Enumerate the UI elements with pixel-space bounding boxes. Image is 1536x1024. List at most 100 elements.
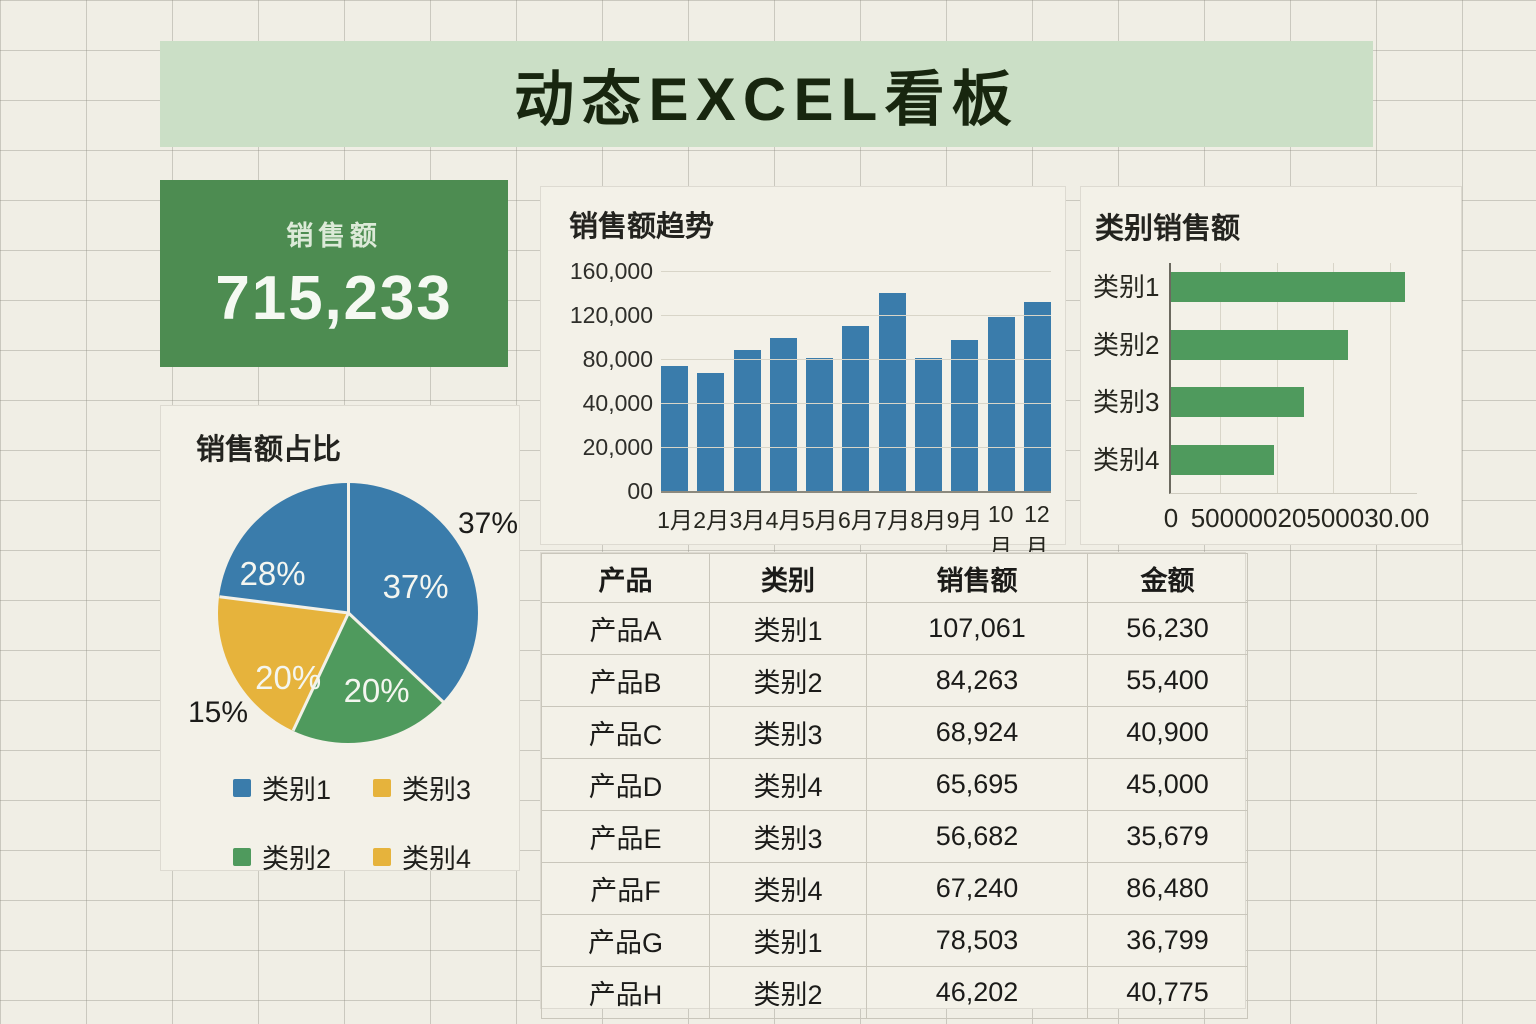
table-row: 产品C 类别3 68,924 40,900 [541, 706, 1248, 759]
pie-slice-label-blue-left: 28% [239, 555, 306, 592]
table-cell: 产品G [541, 914, 710, 967]
table-cell: 55,400 [1087, 654, 1248, 707]
legend-swatch-yellow2 [373, 847, 391, 866]
category-x-tick-max: 50000020500030.00 [1190, 503, 1430, 533]
pie-legend: 类别1 类别3 类别2 类别4 [233, 768, 513, 876]
table-row: 产品E 类别3 56,682 35,679 [541, 810, 1248, 863]
table-row: 产品H 类别2 46,202 40,775 [541, 966, 1248, 1019]
category-label-2: 类别2 [1093, 330, 1160, 360]
trend-plot-area [661, 271, 1051, 493]
legend-swatch-green [233, 847, 251, 866]
trend-gridline [661, 315, 1051, 316]
table-cell: 产品C [541, 706, 710, 759]
category-bar-2 [1171, 330, 1349, 360]
table-row: 产品F 类别4 67,240 86,480 [541, 862, 1248, 915]
legend-label: 类别4 [402, 844, 472, 874]
trend-bar-jan [661, 365, 688, 491]
trend-gridline [661, 271, 1051, 272]
legend-label: 类别3 [402, 775, 472, 805]
pie-outside-label-top-right: 37% [457, 507, 519, 540]
table-cell: 类别1 [709, 914, 867, 967]
month-label: 2月 [693, 507, 730, 533]
pie-slice-separator [346, 483, 350, 613]
table-cell: 45,000 [1087, 758, 1248, 811]
pie-chart-panel: 销售额占比 37% 20% 20% 28% 37% 15% 类别1 类别3 类 [160, 405, 520, 874]
product-table: 产品 类别 销售额 金额 产品A 类别1 107,061 56,230 产品B … [541, 553, 1248, 1019]
table-cell: 56,682 [866, 810, 1088, 863]
category-chart-panel: 类别销售额 类别1 类别2 类别3 类别4 0 50000020500030.0… [1080, 186, 1462, 545]
month-label: 4月 [765, 507, 802, 533]
table-header-category: 类别 [709, 553, 867, 603]
trend-bar-dec [1023, 301, 1051, 491]
table-cell: 类别2 [709, 966, 867, 1019]
pie-slice-label-yellow: 20% [255, 659, 322, 696]
table-cell: 36,799 [1087, 914, 1248, 967]
month-label: 6月 [838, 507, 874, 533]
table-row: 产品G 类别1 78,503 36,799 [541, 914, 1248, 967]
legend-item-category2: 类别2 [233, 837, 373, 876]
table-cell: 67,240 [866, 862, 1088, 915]
table-cell: 86,480 [1087, 862, 1248, 915]
y-tick-label: 40,000 [582, 390, 653, 416]
product-table-panel: 产品 类别 销售额 金额 产品A 类别1 107,061 56,230 产品B … [540, 552, 1248, 1019]
pie-chart: 37% 20% 20% 28% [218, 483, 478, 743]
table-cell: 类别3 [709, 706, 867, 759]
table-cell: 107,061 [866, 602, 1088, 655]
pie-slice-label-blue-right: 37% [382, 568, 449, 605]
pie-slice-label-green: 20% [343, 672, 410, 709]
kpi-label: 销售额 [286, 220, 382, 251]
table-cell: 类别3 [709, 810, 867, 863]
table-row: 产品D 类别4 65,695 45,000 [541, 758, 1248, 811]
table-cell: 产品A [541, 602, 710, 655]
pie-slice-separator [218, 595, 349, 615]
category-gridline [1389, 263, 1391, 493]
trend-gridline [661, 447, 1051, 448]
table-cell: 产品H [541, 966, 710, 1019]
month-label: 3月 [729, 507, 766, 533]
legend-swatch-yellow [373, 778, 391, 797]
table-cell: 56,230 [1087, 602, 1248, 655]
trend-y-axis-labels: 160,000 120,000 80,000 40,000 20,000 00 [549, 259, 653, 503]
legend-swatch-blue [233, 778, 251, 797]
category-label-3: 类别3 [1093, 387, 1160, 417]
category-gridline [1276, 263, 1278, 493]
page-title: 动态EXCEL看板 [514, 65, 1019, 133]
table-cell: 65,695 [866, 758, 1088, 811]
category-label-4: 类别4 [1093, 445, 1160, 475]
table-cell: 产品B [541, 654, 710, 707]
y-tick-label: 80,000 [582, 346, 653, 372]
category-bar-3 [1171, 387, 1304, 417]
category-bar-4 [1171, 445, 1275, 475]
trend-bar-sep [951, 340, 979, 491]
legend-item-category3: 类别3 [373, 768, 513, 807]
month-label: 9月 [946, 507, 983, 533]
table-row: 产品B 类别2 84,263 55,400 [541, 654, 1248, 707]
title-banner: 动态EXCEL看板 [160, 41, 1373, 147]
trend-gridline [661, 359, 1051, 360]
table-cell: 68,924 [866, 706, 1088, 759]
table-cell: 类别1 [709, 602, 867, 655]
table-header-amount: 金额 [1087, 553, 1248, 603]
table-header-product: 产品 [541, 553, 710, 603]
kpi-value: 715,233 [215, 263, 453, 333]
trend-bar-jul [878, 293, 906, 491]
trend-chart-panel: 销售额趋势 160,000 120,000 80,000 40,000 20,0… [540, 186, 1066, 560]
trend-bar-jun [842, 326, 870, 491]
pie-outside-label-bottom-left: 15% [187, 696, 249, 729]
table-cell: 类别4 [709, 862, 867, 915]
month-label: 8月 [910, 507, 947, 533]
category-x-tick-zero: 0 [1163, 503, 1179, 533]
table-cell: 类别4 [709, 758, 867, 811]
table-header-row: 产品 类别 销售额 金额 [541, 553, 1248, 603]
category-gridline [1333, 263, 1335, 493]
trend-bar-apr [769, 338, 797, 491]
category-gridline [1220, 263, 1222, 493]
table-cell: 产品D [541, 758, 710, 811]
table-row: 产品A 类别1 107,061 56,230 [541, 602, 1248, 655]
trend-bar-may [806, 357, 834, 491]
table-cell: 40,775 [1087, 966, 1248, 1019]
table-cell: 40,900 [1087, 706, 1248, 759]
y-tick-label: 00 [627, 478, 653, 504]
table-cell: 产品E [541, 810, 710, 863]
table-cell: 产品F [541, 862, 710, 915]
